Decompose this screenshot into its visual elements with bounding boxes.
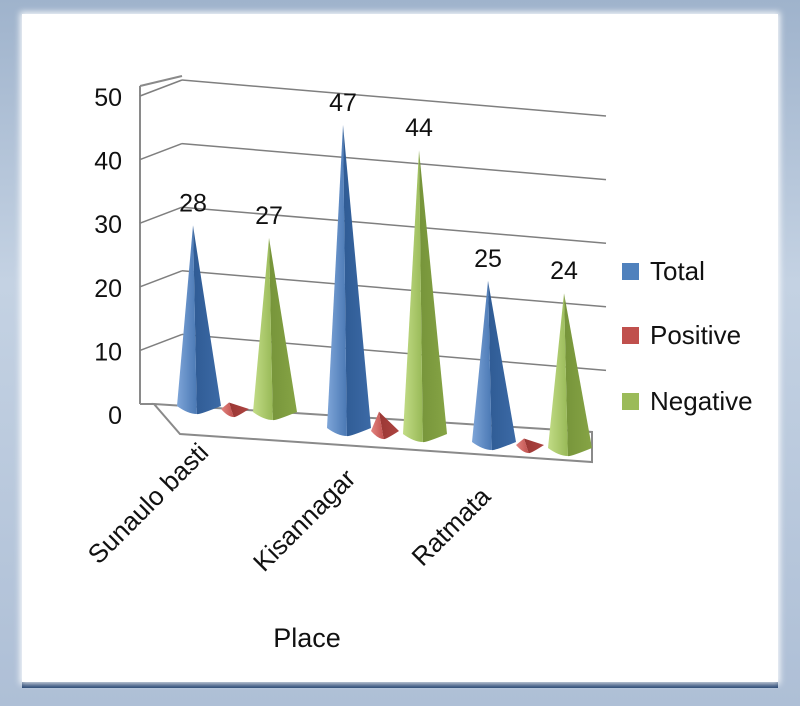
y-tick-label: 40 xyxy=(94,148,122,176)
legend: Total Positive Negative xyxy=(622,256,753,416)
legend-label: Total xyxy=(650,256,705,286)
bar-total-ratmata xyxy=(472,280,516,451)
legend-swatch xyxy=(622,327,639,344)
cone-lit-side xyxy=(403,150,423,442)
legend-item-total: Total xyxy=(622,256,705,286)
legend-swatch xyxy=(622,263,639,280)
y-axis-ticks: 0 10 20 30 40 50 xyxy=(94,84,122,430)
bar-total-sunaulo-basti xyxy=(177,225,221,415)
cone-lit-side xyxy=(516,438,529,453)
gridline xyxy=(181,270,607,308)
gridline-corner xyxy=(139,270,183,288)
x-axis-title: Place xyxy=(273,623,341,653)
gridline xyxy=(181,142,607,181)
cone-shadow-side xyxy=(193,225,221,415)
cone-shadow-side xyxy=(419,150,447,443)
gridline-corner xyxy=(139,142,183,161)
cone-lit-side xyxy=(327,124,347,436)
cone-shadow-side xyxy=(269,237,297,421)
x-axis-labels: Sunaulo basti Kisannagar Ratmata xyxy=(82,437,497,577)
gridline-corner xyxy=(139,333,183,352)
data-label: 28 xyxy=(179,189,207,217)
bars xyxy=(177,124,592,457)
cone-lit-side xyxy=(548,293,568,456)
data-label: 27 xyxy=(255,202,283,230)
chart: 0 10 20 30 40 50 28 27 47 44 25 24 Sunaulo basti Ki… xyxy=(82,75,753,653)
cone-shadow-side xyxy=(343,124,371,437)
bar-total-kisannagar xyxy=(327,124,371,437)
y-tick-label: 10 xyxy=(94,338,122,366)
bar-positive-sunaulo-basti xyxy=(221,402,249,418)
x-tick-label: Kisannagar xyxy=(247,463,361,577)
cone-lit-side xyxy=(253,237,273,420)
cone-lit-side xyxy=(221,402,234,417)
plot-walls xyxy=(139,75,183,404)
y-tick-label: 0 xyxy=(108,402,122,430)
bar-negative-ratmata xyxy=(548,293,592,457)
chart-panel: 0 10 20 30 40 50 28 27 47 44 25 24 Sunaulo basti Ki… xyxy=(22,14,778,682)
legend-item-negative: Negative xyxy=(622,386,753,416)
cone-shadow-side xyxy=(379,411,399,440)
legend-label: Negative xyxy=(650,386,753,416)
bar-positive-ratmata xyxy=(516,438,544,454)
gridline xyxy=(181,206,607,244)
data-label: 24 xyxy=(550,257,578,285)
cone-shadow-side xyxy=(229,402,249,418)
legend-label: Positive xyxy=(650,320,741,350)
data-label: 44 xyxy=(405,114,433,142)
data-label: 47 xyxy=(329,89,357,117)
data-labels: 28 27 47 44 25 24 xyxy=(179,89,578,285)
gridline xyxy=(181,333,607,372)
cone-shadow-side xyxy=(488,280,516,451)
gridline-corner xyxy=(139,79,183,97)
cone-lit-side xyxy=(472,280,492,450)
bar-negative-sunaulo-basti xyxy=(253,237,297,421)
y-tick-label: 50 xyxy=(94,84,122,112)
legend-swatch xyxy=(622,393,639,410)
cone-shadow-side xyxy=(524,438,544,454)
x-tick-label: Sunaulo basti xyxy=(82,437,215,570)
cone-shadow-side xyxy=(564,293,592,457)
legend-item-positive: Positive xyxy=(622,320,741,350)
gridline xyxy=(181,79,607,117)
y-tick-label: 20 xyxy=(94,275,122,303)
back-wall-top-edge xyxy=(139,75,183,87)
cone-lit-side xyxy=(177,225,197,414)
x-tick-label: Ratmata xyxy=(406,481,497,572)
bar-negative-kisannagar xyxy=(403,150,447,443)
cone-lit-side xyxy=(371,411,384,439)
gridlines xyxy=(139,79,607,372)
gridline-corner xyxy=(139,206,183,224)
data-label: 25 xyxy=(474,245,502,273)
bar-positive-kisannagar xyxy=(371,411,399,440)
y-tick-label: 30 xyxy=(94,211,122,239)
